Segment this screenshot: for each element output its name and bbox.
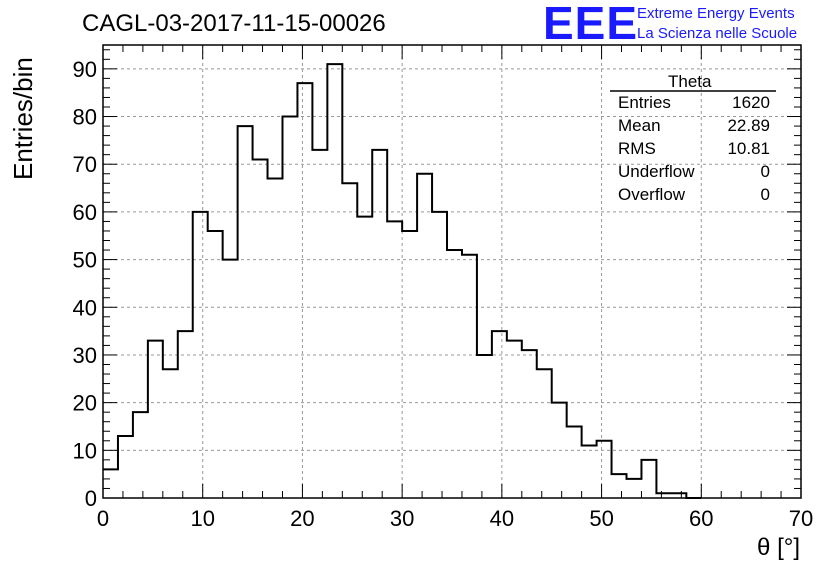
y-tick-label: 80 bbox=[73, 105, 97, 130]
eee-logo: EEE bbox=[543, 0, 639, 49]
x-axis-label: θ [°] bbox=[757, 534, 800, 561]
stats-key: Entries bbox=[618, 93, 671, 112]
y-tick-label: 60 bbox=[73, 200, 97, 225]
x-tick-label: 60 bbox=[689, 506, 713, 531]
y-tick-label: 20 bbox=[73, 391, 97, 416]
stats-value: 0 bbox=[760, 162, 770, 181]
y-tick-label: 10 bbox=[73, 438, 97, 463]
grid-lines bbox=[103, 45, 801, 498]
y-tick-label: 90 bbox=[73, 57, 97, 82]
stats-key: Underflow bbox=[618, 162, 695, 181]
y-tick-label: 70 bbox=[73, 152, 97, 177]
y-tick-label: 30 bbox=[73, 343, 97, 368]
stats-key: Mean bbox=[618, 116, 661, 135]
y-tick-label: 40 bbox=[73, 295, 97, 320]
x-tick-label: 0 bbox=[97, 506, 109, 531]
stats-value: 22.89 bbox=[727, 116, 770, 135]
x-tick-label: 30 bbox=[390, 506, 414, 531]
logo-line-2: La Scienza nelle Scuole bbox=[637, 25, 798, 42]
logo-line-1: Extreme Energy Events bbox=[637, 5, 795, 22]
stats-value: 10.81 bbox=[727, 139, 770, 158]
x-tick-label: 10 bbox=[190, 506, 214, 531]
y-tick-label: 0 bbox=[85, 486, 97, 511]
axis-ticks bbox=[102, 45, 802, 499]
stats-box-title: Theta bbox=[668, 72, 712, 91]
y-tick-label: 50 bbox=[73, 248, 97, 273]
x-tick-label: 50 bbox=[589, 506, 613, 531]
stats-key: Overflow bbox=[618, 185, 686, 204]
x-tick-label: 40 bbox=[490, 506, 514, 531]
histogram-outline bbox=[103, 63, 702, 499]
stats-key: RMS bbox=[618, 139, 656, 158]
x-tick-label: 70 bbox=[789, 506, 813, 531]
stats-value: 1620 bbox=[732, 93, 770, 112]
x-tick-label: 20 bbox=[290, 506, 314, 531]
plot-frame bbox=[102, 44, 802, 499]
chart-title: CAGL-03-2017-11-15-00026 bbox=[82, 10, 386, 37]
y-axis-label: Entries/bin bbox=[8, 57, 38, 180]
axis-tick-labels: 0 10 20 30 40 50 60 70 0 10 20 30 40 50 60 70 80 90 bbox=[73, 57, 814, 531]
stats-value: 0 bbox=[760, 185, 770, 204]
